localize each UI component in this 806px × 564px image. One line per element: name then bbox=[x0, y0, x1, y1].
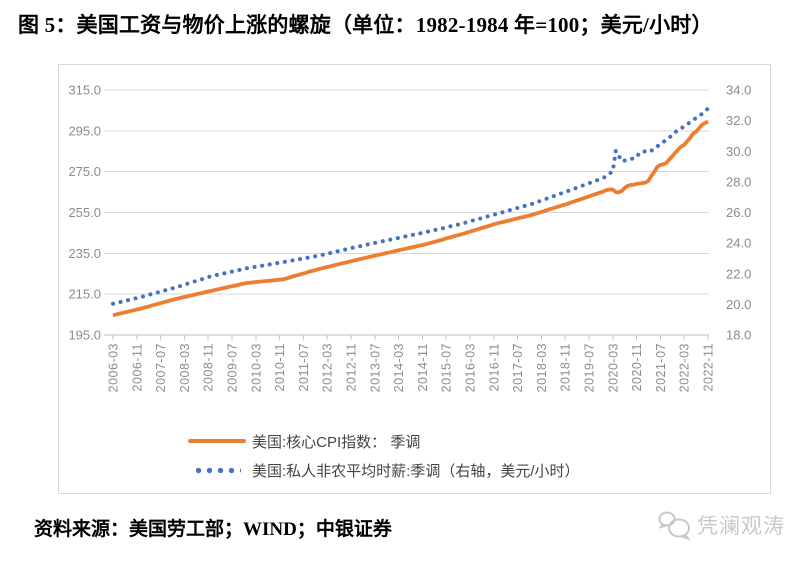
series-line-cpi bbox=[112, 119, 709, 318]
y-axis-left-tick-label: 295.0 bbox=[68, 123, 101, 138]
x-axis-tick-label: 2022-03 bbox=[678, 343, 692, 392]
y-axis-left-tick-label: 235.0 bbox=[68, 246, 101, 261]
x-axis-tick-label: 2006-03 bbox=[107, 343, 121, 392]
x-axis-tick-label: 2007-07 bbox=[154, 343, 168, 392]
y-axis-left-tick-label: 215.0 bbox=[68, 287, 101, 302]
y-axis-left-tick-label: 195.0 bbox=[68, 328, 101, 343]
legend-label-cpi: 美国:核心CPI指数： 季调 bbox=[252, 433, 421, 451]
series-line-wage bbox=[111, 106, 710, 306]
x-axis-tick-label: 2016-11 bbox=[487, 343, 501, 391]
x-axis-tick-label: 2006-11 bbox=[130, 343, 144, 391]
x-axis-tick-label: 2010-03 bbox=[249, 343, 263, 392]
x-axis-tick-label: 2013-07 bbox=[368, 343, 382, 392]
x-axis-tick-label: 2014-11 bbox=[416, 343, 430, 391]
legend-label-wage: 美国:私人非农平均时薪:季调（右轴，美元/小时） bbox=[252, 462, 580, 480]
y-axis-left-tick-label: 275.0 bbox=[68, 164, 101, 179]
x-axis-tick-label: 2020-03 bbox=[606, 343, 620, 392]
legend-item-cpi: 美国:核心CPI指数： 季调 bbox=[188, 431, 580, 451]
y-axis-right-tick-label: 28.0 bbox=[726, 174, 751, 189]
x-axis-tick-label: 2011-07 bbox=[297, 343, 311, 391]
y-axis-right-tick-label: 18.0 bbox=[726, 328, 751, 343]
x-axis-tick-label: 2008-03 bbox=[178, 343, 192, 392]
x-axis-tick-label: 2021-07 bbox=[654, 343, 668, 392]
y-axis-right-tick-label: 32.0 bbox=[726, 113, 751, 128]
y-axis-right-tick-label: 30.0 bbox=[726, 144, 751, 159]
x-axis-tick-label: 2017-07 bbox=[511, 343, 525, 392]
legend-swatch-wage-dots-icon bbox=[193, 466, 241, 474]
x-axis-tick-label: 2009-07 bbox=[226, 343, 240, 392]
y-axis-left-tick-label: 255.0 bbox=[68, 205, 101, 220]
chat-bubbles-logo-icon bbox=[658, 511, 692, 541]
legend-swatch-cpi-line-icon bbox=[188, 439, 246, 443]
page-title: 图 5：美国工资与物价上涨的螺旋（单位：1982-1984 年=100；美元/小… bbox=[18, 13, 713, 37]
watermark-text: 凭澜观涛 bbox=[697, 515, 785, 538]
y-axis-right-tick-label: 24.0 bbox=[726, 236, 751, 251]
x-axis-tick-label: 2014-03 bbox=[392, 343, 406, 392]
legend-item-wage: 美国:私人非农平均时薪:季调（右轴，美元/小时） bbox=[188, 460, 580, 480]
y-axis-right-tick-label: 22.0 bbox=[726, 266, 751, 281]
y-axis-right-tick-label: 26.0 bbox=[726, 205, 751, 220]
x-axis-tick-label: 2020-11 bbox=[630, 343, 644, 391]
x-axis-tick-label: 2012-03 bbox=[321, 343, 335, 392]
x-axis-tick-label: 2015-07 bbox=[440, 343, 454, 392]
y-axis-right-tick-label: 34.0 bbox=[726, 83, 751, 98]
x-axis-tick-label: 2010-11 bbox=[273, 343, 287, 391]
x-axis-tick-label: 2018-11 bbox=[559, 343, 573, 391]
x-axis-tick-label: 2012-11 bbox=[345, 343, 359, 391]
x-axis-tick-label: 2008-11 bbox=[202, 343, 216, 391]
x-axis-tick-label: 2022-11 bbox=[702, 343, 716, 391]
legend: 美国:核心CPI指数： 季调 美国:私人非农平均时薪:季调（右轴，美元/小时） bbox=[188, 431, 580, 480]
y-axis-left-tick-label: 315.0 bbox=[68, 83, 101, 98]
watermark: 凭澜观涛 bbox=[657, 509, 785, 541]
plot-svg: 315.0 295.0 275.0 255.0 235.0 215.0 195.0 34.0 3… bbox=[68, 83, 751, 393]
chart-container: 315.0 295.0 275.0 255.0 235.0 215.0 195.0 34.0 3… bbox=[58, 64, 771, 494]
x-axis-tick-label: 2019-07 bbox=[583, 343, 597, 392]
x-axis-tick-label: 2018-03 bbox=[535, 343, 549, 392]
source-note: 资料来源：美国劳工部；WIND；中银证券 bbox=[34, 519, 392, 540]
y-axis-right-tick-label: 20.0 bbox=[726, 297, 751, 312]
x-axis-tick-label: 2016-03 bbox=[464, 343, 478, 392]
